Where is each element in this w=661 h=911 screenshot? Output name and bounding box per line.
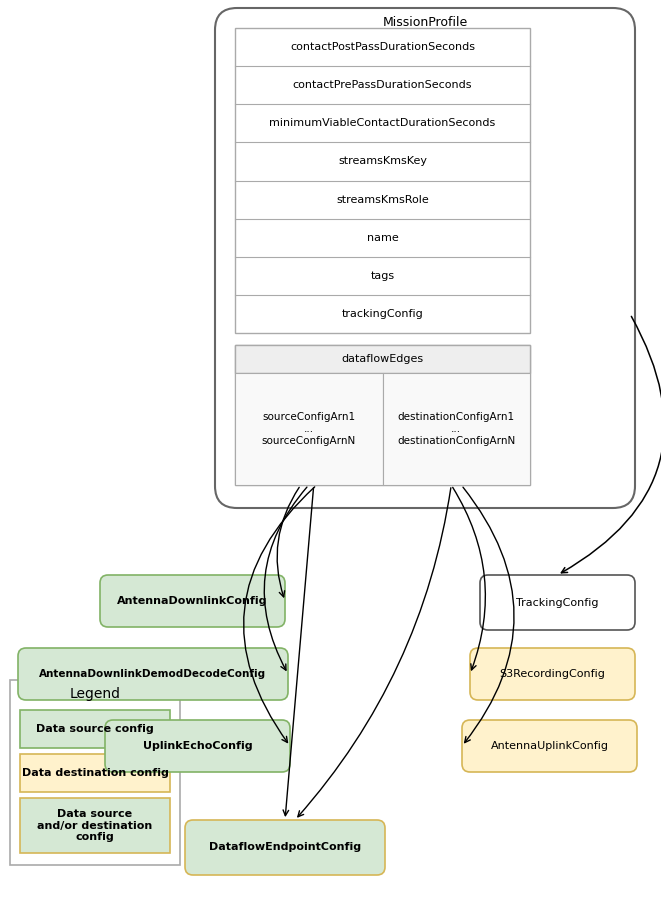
Text: Data destination config: Data destination config	[22, 768, 169, 778]
Bar	[20, 754, 170, 792]
Text: streamsKmsRole: streamsKmsRole	[336, 195, 429, 205]
Text: S3RecordingConfig: S3RecordingConfig	[500, 669, 605, 679]
Bar	[235, 345, 530, 373]
Text: Legend: Legend	[69, 687, 120, 701]
Text: sourceConfigArn1
...
sourceConfigArnN: sourceConfigArn1 ... sourceConfigArnN	[262, 413, 356, 445]
Text: DataflowEndpointConfig: DataflowEndpointConfig	[209, 843, 361, 853]
FancyBboxPatch shape	[105, 720, 290, 772]
Text: contactPrePassDurationSeconds: contactPrePassDurationSeconds	[293, 80, 472, 90]
FancyBboxPatch shape	[185, 820, 385, 875]
Text: dataflowEdges: dataflowEdges	[342, 354, 424, 364]
Text: tags: tags	[370, 271, 395, 281]
Bar	[20, 798, 170, 853]
Text: name: name	[367, 232, 399, 242]
Bar	[20, 710, 170, 748]
Text: AntennaDownlinkDemodDecodeConfig: AntennaDownlinkDemodDecodeConfig	[40, 669, 266, 679]
Bar	[10, 680, 180, 865]
Text: UplinkEchoConfig: UplinkEchoConfig	[143, 741, 253, 751]
Text: AntennaUplinkConfig: AntennaUplinkConfig	[490, 741, 609, 751]
Text: trackingConfig: trackingConfig	[342, 309, 424, 319]
Bar	[235, 345, 530, 485]
Text: destinationConfigArn1
...
destinationConfigArnN: destinationConfigArn1 ... destinationCon…	[397, 413, 516, 445]
Bar	[235, 28, 530, 333]
Text: contactPostPassDurationSeconds: contactPostPassDurationSeconds	[290, 42, 475, 52]
FancyBboxPatch shape	[215, 8, 635, 508]
Text: TrackingConfig: TrackingConfig	[516, 598, 599, 608]
Text: MissionProfile: MissionProfile	[382, 15, 467, 28]
Bar	[235, 373, 383, 485]
FancyBboxPatch shape	[470, 648, 635, 700]
FancyBboxPatch shape	[462, 720, 637, 772]
Text: Data source config: Data source config	[36, 724, 154, 734]
Text: minimumViableContactDurationSeconds: minimumViableContactDurationSeconds	[270, 118, 496, 128]
FancyBboxPatch shape	[100, 575, 285, 627]
Text: streamsKmsKey: streamsKmsKey	[338, 157, 427, 167]
FancyBboxPatch shape	[480, 575, 635, 630]
Text: Data source
and/or destination
config: Data source and/or destination config	[38, 809, 153, 842]
Bar	[383, 373, 530, 485]
Text: AntennaDownlinkConfig: AntennaDownlinkConfig	[117, 596, 268, 606]
FancyBboxPatch shape	[18, 648, 288, 700]
